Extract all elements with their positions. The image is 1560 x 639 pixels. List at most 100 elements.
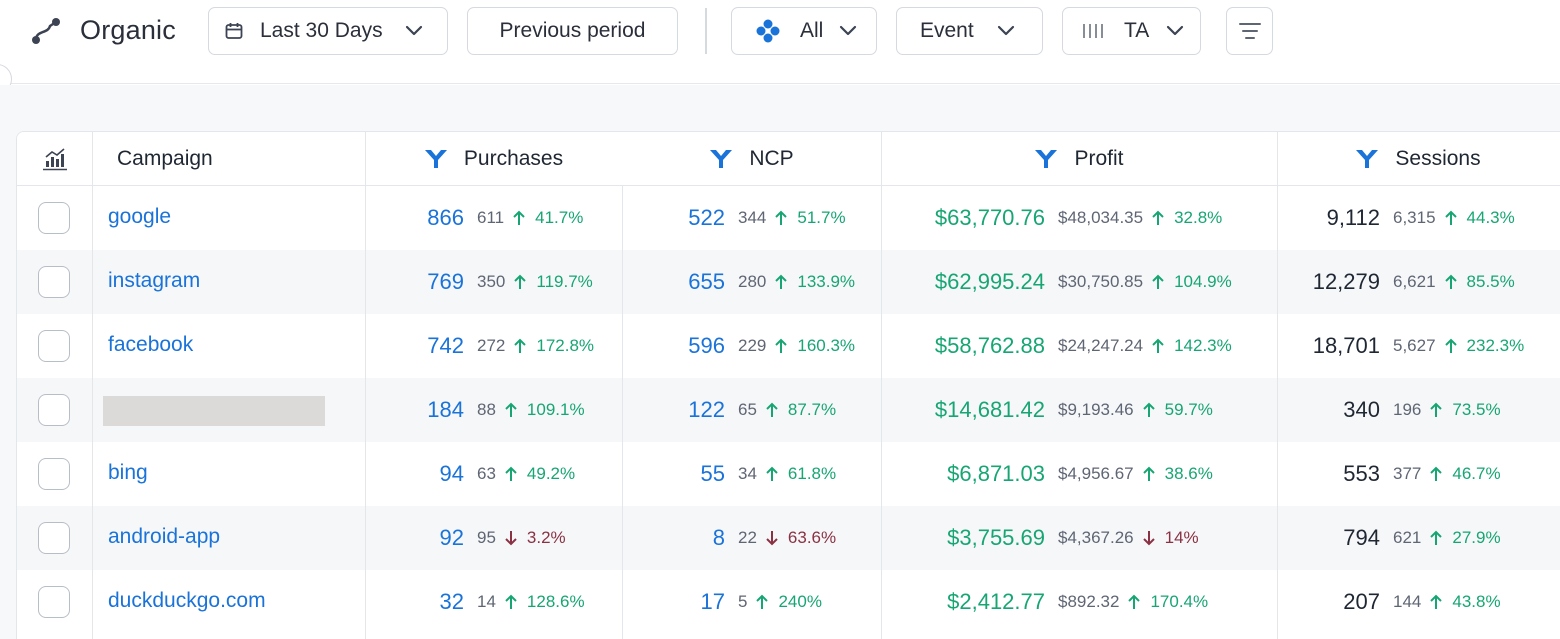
table-row: instagram 769 350 119.7% 655 280 133.9% $62,995… [17,250,1560,314]
purchases-change: 128.6% [504,592,585,612]
row-checkbox[interactable] [38,266,70,298]
ncp-change: 133.9% [774,272,855,292]
column-label: Purchases [463,147,564,170]
change-value: 3.2% [526,528,566,547]
profit-value: $62,995.24 [934,269,1045,294]
row-checkbox[interactable] [38,522,70,554]
channel-dropdown[interactable]: All [731,7,877,55]
ncp-cell: 55 34 61.8% [647,442,837,506]
arrow-up-icon [766,466,778,481]
chevron-down-icon [840,25,857,36]
purchases-value: 94 [439,461,464,486]
profit-cell: $14,681.42 $9,193.46 59.7% [897,378,1213,442]
ncp-previous: 229 [738,336,767,355]
row-checkbox[interactable] [38,330,70,362]
change-value: 38.6% [1164,464,1213,483]
row-checkbox[interactable] [38,394,70,426]
sessions-cell: 340 196 73.5% [1296,378,1500,442]
event-dropdown[interactable]: Event [896,7,1043,55]
sessions-previous: 144 [1393,592,1422,611]
date-range-dropdown[interactable]: Last 30 Days [208,7,448,55]
sessions-value: 12,279 [1312,269,1380,294]
column-header-ncp[interactable]: NCP [622,132,881,186]
campaign-link[interactable]: google [108,205,172,228]
purchases-value: 866 [427,205,464,230]
purchases-change: 3.2% [504,528,566,548]
arrow-down-icon [766,531,778,546]
sessions-change: 44.3% [1444,208,1515,228]
chart-toggle[interactable] [17,132,92,186]
arrow-up-icon [775,210,788,225]
purchases-cell: 32 14 128.6% [390,570,585,634]
column-header-campaign[interactable]: Campaign [92,132,365,186]
change-value: 32.8% [1174,208,1223,227]
menu-button[interactable] [1226,7,1273,55]
change-value: 232.3% [1466,336,1525,355]
campaign-link[interactable]: duckduckgo.com [108,589,266,612]
profit-previous: $9,193.46 [1058,400,1134,419]
ncp-value: 655 [688,269,725,294]
profit-cell: $62,995.24 $30,750.85 104.9% [897,250,1232,314]
change-value: 87.7% [787,400,837,419]
purchases-previous: 95 [477,528,496,547]
toolbar-divider [705,8,707,54]
arrow-up-icon [514,338,527,353]
campaign-link[interactable]: android-app [108,525,221,548]
column-header-sessions[interactable]: Sessions [1278,132,1558,186]
attribution-label: TA [1124,19,1150,42]
purchases-cell: 94 63 49.2% [390,442,576,506]
column-header-purchases[interactable]: Purchases [365,132,622,186]
change-value: 85.5% [1466,272,1515,291]
column-divider [1277,132,1278,639]
calendar-icon [225,23,243,39]
funnel-icon [1356,150,1379,168]
row-checkbox[interactable] [38,586,70,618]
sessions-cell: 207 144 43.8% [1296,570,1500,634]
column-divider [92,132,93,639]
change-value: 172.8% [536,336,595,355]
table-row: android-app 92 95 3.2% 8 22 63.6% $3,755.69 $4,3… [17,506,1560,570]
profit-cell: $63,770.76 $48,034.35 32.8% [897,186,1222,250]
sessions-previous: 6,315 [1393,208,1436,227]
sessions-change: 232.3% [1444,336,1525,356]
change-value: 27.9% [1452,528,1501,547]
campaign-link[interactable]: instagram [108,269,201,292]
menu-lines-icon [1238,23,1261,39]
sessions-value: 794 [1343,525,1380,550]
table-row: bing 94 63 49.2% 55 34 61.8% $6,871.03 $4,956.67… [17,442,1560,506]
arrow-up-icon [775,274,788,289]
profit-value: $3,755.69 [947,525,1045,550]
campaign-link[interactable]: bing [108,461,148,484]
sessions-change: 46.7% [1429,464,1501,484]
date-range-label: Last 30 Days [260,19,383,42]
purchases-previous: 63 [477,464,496,483]
change-value: 104.9% [1174,272,1232,291]
campaign-link[interactable]: facebook [108,333,194,356]
channel-path-icon [32,18,60,44]
attribution-dropdown[interactable]: TA [1062,7,1201,55]
row-checkbox[interactable] [38,458,70,490]
profit-change: 38.6% [1142,464,1213,484]
sessions-previous: 6,621 [1393,272,1436,291]
purchases-previous: 350 [477,272,506,291]
row-checkbox[interactable] [38,202,70,234]
change-value: 63.6% [787,528,837,547]
profit-previous: $4,367.26 [1058,528,1134,547]
profit-change: 142.3% [1151,336,1232,356]
column-header-profit[interactable]: Profit [881,132,1277,186]
change-value: 14% [1164,528,1199,547]
purchases-cell: 92 95 3.2% [390,506,566,570]
ncp-change: 160.3% [774,336,855,356]
sessions-previous: 5,627 [1393,336,1436,355]
purchases-value: 769 [427,269,464,294]
compare-period-button[interactable]: Previous period [467,7,678,55]
arrow-up-icon [1152,210,1164,225]
ncp-cell: 522 344 51.7% [647,186,845,250]
change-value: 240% [778,592,822,611]
profit-cell: $6,871.03 $4,956.67 38.6% [897,442,1213,506]
table-row: google 866 611 41.7% 522 344 51.7% $63,770.76 $4… [17,186,1560,250]
change-value: 170.4% [1150,592,1209,611]
sessions-cell: 794 621 27.9% [1296,506,1501,570]
ncp-change: 61.8% [765,464,836,484]
arrow-up-icon [1142,466,1155,481]
